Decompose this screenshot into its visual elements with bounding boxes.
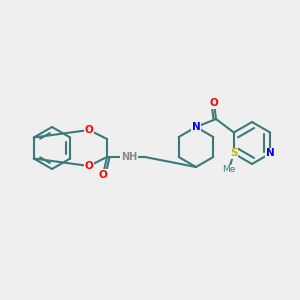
- Text: Me: Me: [222, 165, 236, 174]
- Text: N: N: [192, 122, 200, 132]
- Text: O: O: [210, 98, 218, 108]
- Text: N: N: [266, 148, 274, 158]
- Text: O: O: [85, 125, 93, 135]
- Text: S: S: [230, 148, 238, 158]
- Text: O: O: [85, 161, 93, 171]
- Text: O: O: [99, 170, 107, 180]
- Text: NH: NH: [121, 152, 137, 162]
